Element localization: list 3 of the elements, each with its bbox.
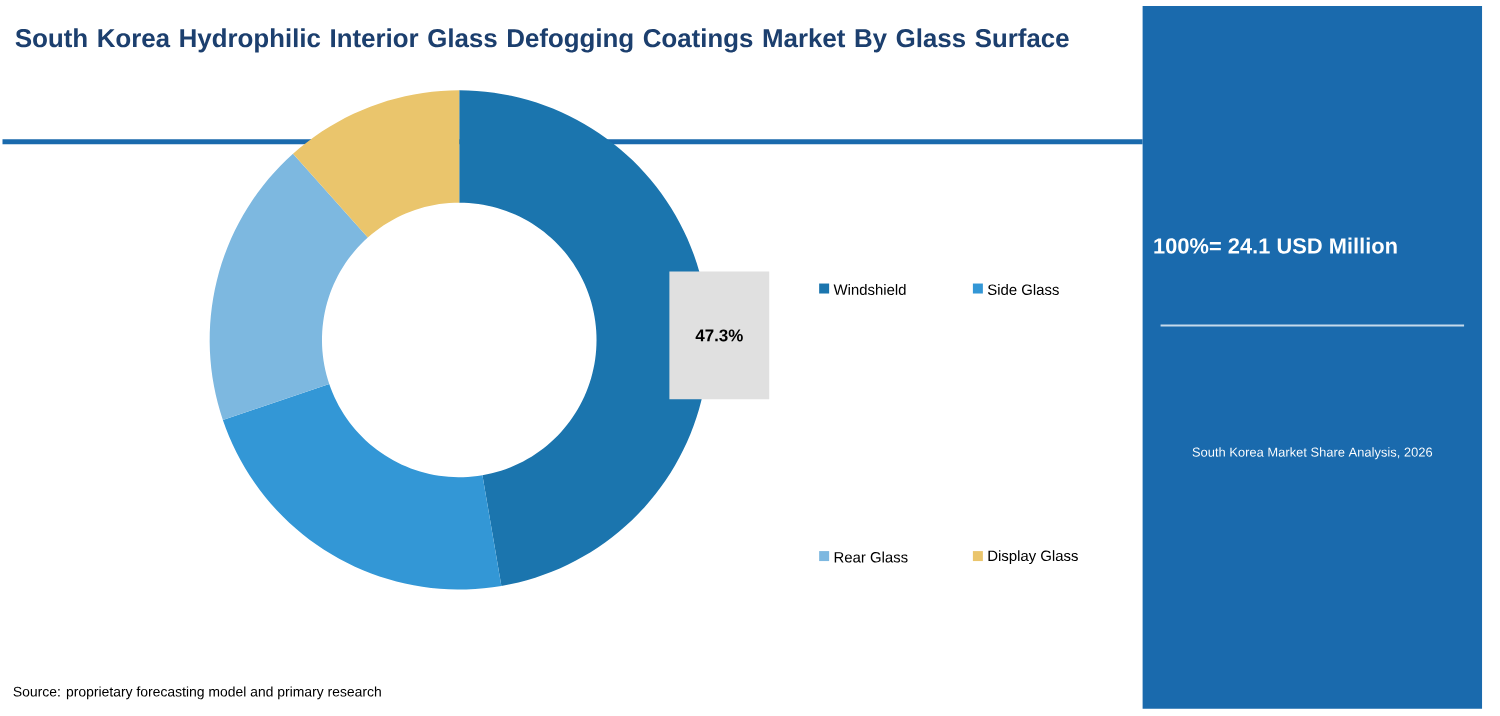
chart-title: South Korea Hydrophilic Interior Glass Defogging Coatings Market By Glass Surface: [15, 27, 1069, 53]
data-label: 47.3%: [695, 329, 743, 342]
text: 100%= 24.1 USD Million: [1154, 237, 1397, 254]
